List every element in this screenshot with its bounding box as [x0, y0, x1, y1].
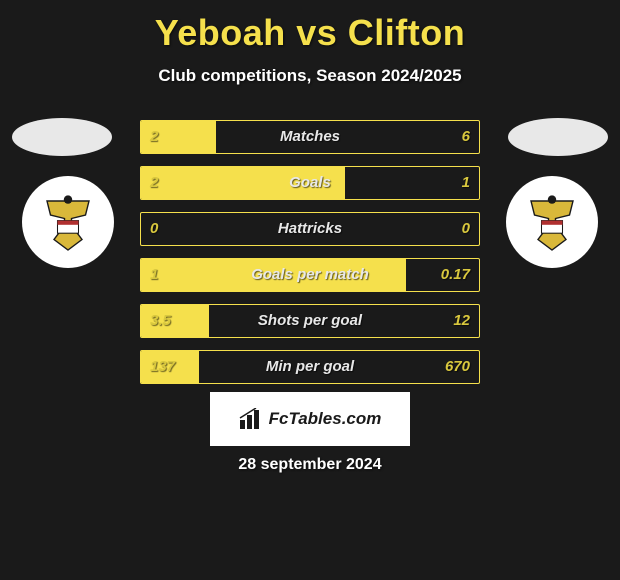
club-crest-left [22, 176, 114, 268]
stat-row: Goals per match1 0.17 [140, 258, 480, 292]
stat-row: Min per goal137 670 [140, 350, 480, 384]
stat-value-left: 3.5 [150, 304, 171, 338]
stat-value-right: 6 [462, 120, 470, 154]
brand-box: FcTables.com [210, 392, 410, 446]
stat-label: Goals [140, 166, 480, 200]
stat-label: Matches [140, 120, 480, 154]
stat-value-right: 670 [445, 350, 470, 384]
crest-icon [33, 187, 103, 257]
brand-chart-icon [239, 408, 265, 430]
brand-label: FcTables.com [269, 409, 382, 429]
stat-value-left: 0 [150, 212, 158, 246]
stats-comparison-table: Matches26Goals21Hattricks00Goals per mat… [140, 120, 480, 396]
player-right-avatar-placeholder [508, 118, 608, 156]
stat-label: Goals per match [140, 258, 480, 292]
stat-label: Shots per goal [140, 304, 480, 338]
stat-value-left: 2 [150, 166, 158, 200]
stat-value-right: 1 [462, 166, 470, 200]
stat-row: Hattricks0 0 [140, 212, 480, 246]
stat-value-right: 0.17 [441, 258, 470, 292]
page-subtitle: Club competitions, Season 2024/2025 [0, 66, 620, 86]
stat-value-left: 137 [150, 350, 175, 384]
stat-row: Goals2 1 [140, 166, 480, 200]
stat-label: Min per goal [140, 350, 480, 384]
comparison-date: 28 september 2024 [0, 456, 620, 474]
stat-value-left: 2 [150, 120, 158, 154]
stat-value-left: 1 [150, 258, 158, 292]
stat-value-right: 0 [462, 212, 470, 246]
crest-icon [517, 187, 587, 257]
stat-label: Hattricks [140, 212, 480, 246]
stat-row: Matches2 6 [140, 120, 480, 154]
stat-value-right: 12 [453, 304, 470, 338]
stat-row: Shots per goal3.5 12 [140, 304, 480, 338]
player-left-avatar-placeholder [12, 118, 112, 156]
page-title: Yeboah vs Clifton [0, 0, 620, 54]
club-crest-right [506, 176, 598, 268]
